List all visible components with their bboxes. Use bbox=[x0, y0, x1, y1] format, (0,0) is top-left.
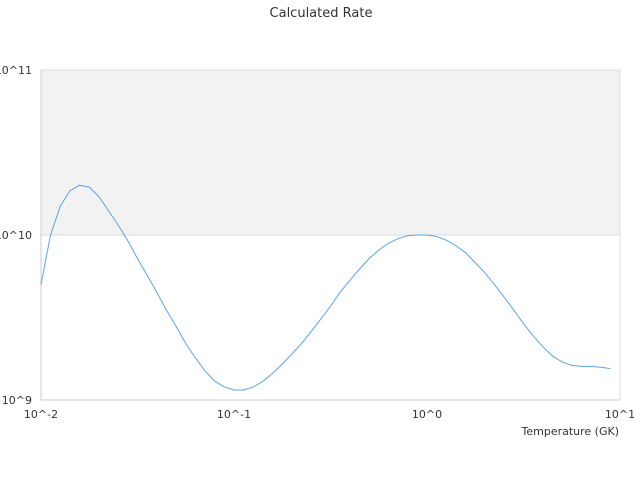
y-tick-labels: 10^9 10^10 10^11 bbox=[0, 64, 32, 407]
x-tick-label: 10^-1 bbox=[217, 408, 251, 421]
y-tick-label: 10^9 bbox=[2, 394, 32, 407]
series-line bbox=[40, 184, 611, 391]
y-tick-label: 10^10 bbox=[0, 229, 32, 242]
x-tick-label: 10^-2 bbox=[24, 408, 58, 421]
plot-band bbox=[41, 70, 620, 235]
shaded-band bbox=[41, 70, 620, 235]
y-tick-label: 10^11 bbox=[0, 64, 32, 77]
chart-title: Calculated Rate bbox=[270, 6, 373, 21]
x-tick-label: 10^1 bbox=[605, 408, 635, 421]
x-tick-label: 10^0 bbox=[412, 408, 442, 421]
axes bbox=[40, 70, 620, 401]
series-group bbox=[40, 184, 611, 391]
x-axis-title: Temperature (GK) bbox=[521, 425, 620, 438]
x-tick-labels: 10^-2 10^-1 10^0 10^1 bbox=[24, 408, 635, 421]
